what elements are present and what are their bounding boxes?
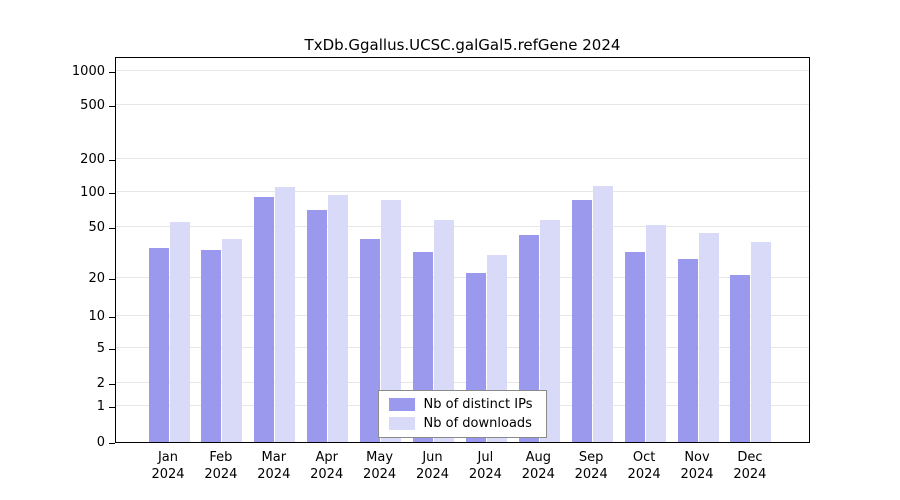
legend-item: Nb of downloads <box>388 416 533 431</box>
bar-nb-of-distinct-ips <box>624 251 645 442</box>
x-tick-year: 2024 <box>574 467 608 482</box>
y-tick-mark <box>109 160 115 161</box>
y-tick-label: 2 <box>96 376 105 391</box>
x-tick-label: Mar 2024 <box>246 449 302 483</box>
bar-nb-of-distinct-ips <box>307 210 328 442</box>
y-tick-label: 5 <box>96 341 105 356</box>
legend-label: Nb of distinct IPs <box>423 397 533 412</box>
x-tick-year: 2024 <box>733 467 767 482</box>
x-tick-month: Jun <box>422 450 443 465</box>
x-tick-year: 2024 <box>151 467 185 482</box>
bar-nb-of-distinct-ips <box>730 275 751 442</box>
legend-swatch <box>388 398 415 411</box>
bar-nb-of-downloads <box>592 186 613 442</box>
y-tick-mark <box>109 106 115 107</box>
x-tick-label: Oct 2024 <box>616 449 672 483</box>
bar-nb-of-distinct-ips <box>201 250 222 442</box>
x-tick-month: May <box>366 450 394 465</box>
bar-nb-of-distinct-ips <box>360 239 381 442</box>
bar-nb-of-downloads <box>539 219 560 442</box>
legend-swatch <box>388 417 415 430</box>
y-tick-mark <box>109 407 115 408</box>
y-tick-mark <box>109 193 115 194</box>
bar-nb-of-distinct-ips <box>254 197 275 442</box>
y-tick-label: 100 <box>80 185 105 200</box>
x-tick-month: Aug <box>525 450 551 465</box>
bar-nb-of-downloads <box>328 194 349 442</box>
x-tick-month: Apr <box>315 450 338 465</box>
gridline <box>116 70 809 71</box>
bar-nb-of-downloads <box>698 232 719 442</box>
y-tick-mark <box>109 384 115 385</box>
gridline <box>116 315 809 316</box>
x-tick-month: Nov <box>684 450 710 465</box>
bar-nb-of-downloads <box>222 239 243 442</box>
y-tick-mark <box>109 349 115 350</box>
y-tick-label: 50 <box>88 220 105 235</box>
x-tick-year: 2024 <box>257 467 291 482</box>
y-tick-label: 1 <box>96 399 105 414</box>
bar-nb-of-distinct-ips <box>677 259 698 442</box>
y-tick-mark <box>109 279 115 280</box>
x-tick-month: Sep <box>578 450 604 465</box>
gridline <box>116 226 809 227</box>
x-tick-year: 2024 <box>415 467 450 482</box>
y-tick-mark <box>109 228 115 229</box>
y-tick-label: 200 <box>80 152 105 167</box>
bar-nb-of-downloads <box>751 242 772 442</box>
x-tick-label: Aug 2024 <box>510 449 566 483</box>
legend: Nb of distinct IPs Nb of downloads <box>377 390 548 438</box>
x-tick-year: 2024 <box>363 467 397 482</box>
legend-label: Nb of downloads <box>423 416 532 431</box>
x-tick-month: Jul <box>477 450 494 465</box>
x-tick-year: 2024 <box>468 467 502 482</box>
x-tick-label: Feb 2024 <box>193 449 249 483</box>
gridline <box>116 277 809 278</box>
legend-item: Nb of distinct IPs <box>388 397 533 412</box>
y-tick-label: 10 <box>88 309 105 324</box>
y-tick-mark <box>109 443 115 444</box>
bar-nb-of-downloads <box>434 220 454 442</box>
x-tick-month: Feb <box>209 450 233 465</box>
x-tick-year: 2024 <box>310 467 344 482</box>
x-tick-label: Sep 2024 <box>563 449 619 483</box>
x-tick-month: Oct <box>632 450 656 465</box>
x-tick-label: Jun 2024 <box>405 449 461 483</box>
x-tick-month: Jan <box>157 450 179 465</box>
gridline <box>116 382 809 383</box>
bar-nb-of-downloads <box>169 222 190 442</box>
gridline <box>116 191 809 192</box>
bar-nb-of-downloads <box>275 187 296 442</box>
y-tick-label: 20 <box>88 271 105 286</box>
x-tick-label: Jan 2024 <box>140 449 196 483</box>
chart-title: TxDb.Ggallus.UCSC.galGal5.refGene 2024 <box>304 36 621 54</box>
y-tick-mark <box>109 72 115 73</box>
x-tick-label: Nov 2024 <box>669 449 725 483</box>
y-tick-label: 0 <box>96 435 105 450</box>
x-tick-year: 2024 <box>521 467 555 482</box>
gridline <box>116 347 809 348</box>
x-tick-month: Dec <box>737 450 763 465</box>
x-tick-label: Dec 2024 <box>722 449 778 483</box>
x-tick-month: Mar <box>261 450 287 465</box>
bar-nb-of-downloads <box>381 200 402 442</box>
y-tick-mark <box>109 317 115 318</box>
x-tick-year: 2024 <box>627 467 661 482</box>
bar-nb-of-distinct-ips <box>148 248 169 442</box>
gridline <box>116 158 809 159</box>
x-tick-year: 2024 <box>680 467 714 482</box>
bar-nb-of-distinct-ips <box>571 200 592 442</box>
x-tick-label: Jul 2024 <box>457 449 513 483</box>
x-tick-label: May 2024 <box>352 449 408 483</box>
x-tick-year: 2024 <box>204 467 238 482</box>
gridline <box>116 104 809 105</box>
plot-area: Nb of distinct IPs Nb of downloads <box>115 57 810 443</box>
y-tick-label: 500 <box>80 98 105 113</box>
y-tick-label: 1000 <box>71 64 105 79</box>
x-tick-label: Apr 2024 <box>299 449 355 483</box>
bar-nb-of-downloads <box>645 225 666 442</box>
